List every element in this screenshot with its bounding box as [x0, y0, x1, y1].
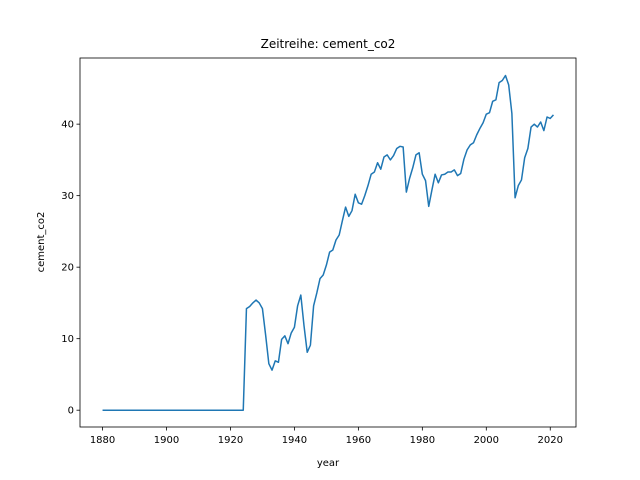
chart-title: Zeitreihe: cement_co2	[261, 37, 396, 51]
x-tick-label: 2020	[538, 435, 563, 446]
x-tick-label: 1980	[410, 435, 435, 446]
y-tick-label: 20	[61, 263, 74, 274]
plot-frame	[79, 57, 577, 428]
y-axis-label: cement_co2	[36, 212, 47, 273]
y-tick-label: 0	[68, 406, 74, 417]
data-line	[102, 74, 555, 411]
x-axis-label: year	[317, 458, 340, 469]
x-tick-label: 1940	[282, 435, 307, 446]
y-tick-label: 40	[61, 120, 74, 131]
y-tick-label: 10	[61, 334, 74, 345]
x-tick-label: 1920	[218, 435, 243, 446]
x-tick-label: 1880	[90, 435, 115, 446]
y-tick-label: 30	[61, 191, 74, 202]
x-tick-label: 2000	[474, 435, 499, 446]
x-tick-label: 1900	[154, 435, 179, 446]
x-tick-label: 1960	[346, 435, 371, 446]
